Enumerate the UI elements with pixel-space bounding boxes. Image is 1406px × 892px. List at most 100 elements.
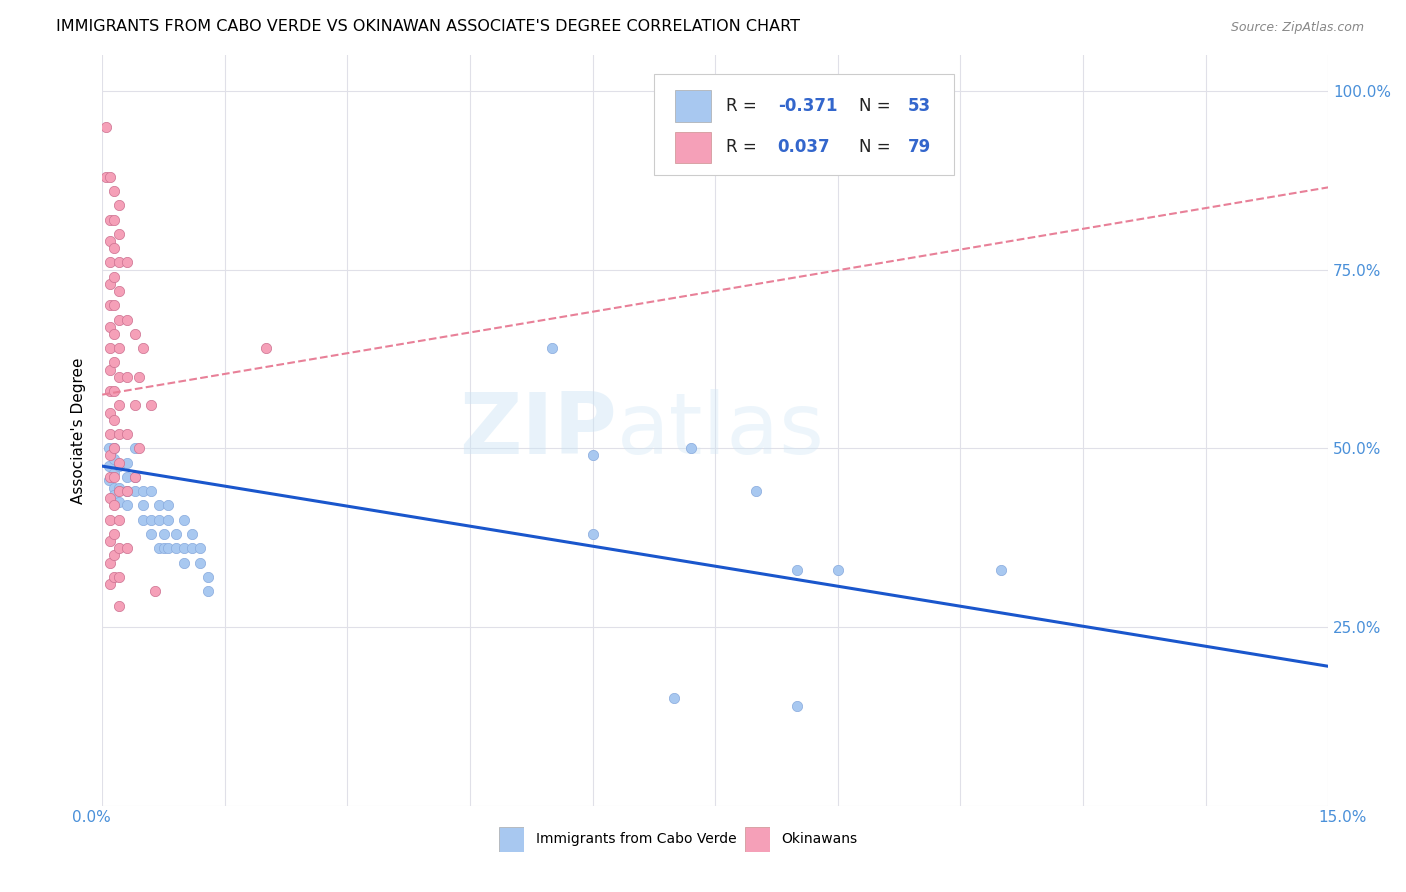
Point [152, 527, 174, 541]
Point [107, 481, 129, 495]
Point [115, 255, 138, 269]
Point [100, 277, 122, 291]
Point [115, 470, 138, 484]
Point [745, 484, 768, 499]
Point [990, 563, 1012, 577]
Point [115, 484, 138, 499]
Point [115, 484, 138, 499]
Point [107, 227, 129, 241]
Point [103, 467, 125, 481]
Point [103, 384, 125, 398]
Point [115, 541, 138, 556]
Text: -0.371: -0.371 [778, 97, 837, 115]
Point [107, 398, 129, 412]
Point [197, 584, 219, 599]
Point [181, 527, 204, 541]
Point [96, 169, 118, 184]
Point [103, 488, 125, 502]
Point [103, 412, 125, 426]
Point [107, 513, 129, 527]
Text: N =: N = [859, 97, 896, 115]
Point [679, 442, 702, 456]
Point [107, 198, 129, 212]
Point [107, 255, 129, 269]
Point [124, 398, 146, 412]
Point [156, 499, 179, 513]
Point [97, 459, 120, 474]
Point [173, 541, 195, 556]
Point [152, 541, 174, 556]
Point [107, 570, 129, 584]
Point [786, 563, 808, 577]
Text: 53: 53 [908, 97, 931, 115]
Point [103, 212, 125, 227]
Text: 79: 79 [908, 138, 931, 156]
Point [188, 541, 211, 556]
Point [148, 499, 170, 513]
Point [100, 427, 122, 442]
Point [107, 599, 129, 613]
Point [148, 541, 170, 556]
Point [96, 120, 118, 134]
Point [100, 384, 122, 398]
Point [115, 312, 138, 326]
Point [103, 326, 125, 341]
Point [132, 484, 155, 499]
Point [141, 513, 163, 527]
Point [100, 470, 122, 484]
Point [124, 442, 146, 456]
Point [103, 499, 125, 513]
Point [173, 556, 195, 570]
Point [148, 513, 170, 527]
Point [100, 341, 122, 355]
Point [181, 541, 204, 556]
Point [115, 369, 138, 384]
Point [786, 698, 808, 713]
Text: R =: R = [727, 97, 762, 115]
Point [115, 456, 138, 470]
Point [97, 442, 120, 456]
Point [156, 541, 179, 556]
Text: N =: N = [859, 138, 896, 156]
Point [103, 355, 125, 369]
Text: Source: ZipAtlas.com: Source: ZipAtlas.com [1230, 21, 1364, 34]
Point [100, 212, 122, 227]
Point [132, 513, 155, 527]
Point [107, 341, 129, 355]
Point [100, 491, 122, 506]
Point [100, 513, 122, 527]
Text: 0.037: 0.037 [778, 138, 831, 156]
Point [128, 442, 150, 456]
Point [107, 495, 129, 509]
Point [107, 456, 129, 470]
Point [581, 449, 603, 463]
Point [103, 184, 125, 198]
Point [197, 570, 219, 584]
Text: Okinawans: Okinawans [782, 832, 858, 847]
Point [100, 298, 122, 312]
Point [156, 513, 179, 527]
Point [165, 527, 187, 541]
Point [173, 513, 195, 527]
Point [664, 691, 686, 706]
Point [827, 563, 849, 577]
Text: Immigrants from Cabo Verde: Immigrants from Cabo Verde [536, 832, 737, 847]
Point [107, 541, 129, 556]
Text: 0.0%: 0.0% [72, 811, 111, 825]
Point [132, 499, 155, 513]
Point [188, 556, 211, 570]
Point [128, 369, 150, 384]
Point [107, 284, 129, 298]
Point [103, 570, 125, 584]
Point [100, 319, 122, 334]
Point [100, 534, 122, 549]
Point [254, 341, 277, 355]
Text: R =: R = [727, 138, 762, 156]
Text: ZIP: ZIP [460, 389, 617, 472]
FancyBboxPatch shape [654, 74, 955, 175]
Point [100, 556, 122, 570]
Point [115, 427, 138, 442]
Point [103, 452, 125, 467]
Point [115, 499, 138, 513]
Point [103, 481, 125, 495]
